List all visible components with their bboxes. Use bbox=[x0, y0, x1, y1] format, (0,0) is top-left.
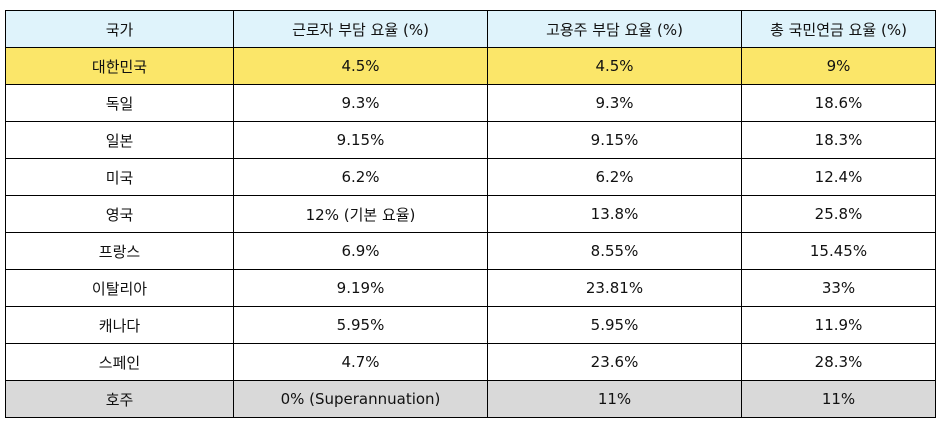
header-row: 국가 근로자 부담 요율 (%) 고용주 부담 요율 (%) 총 국민연금 요율… bbox=[5, 10, 936, 48]
table-row-usa: 미국 6.2% 6.2% 12.4% bbox=[5, 158, 936, 196]
table-row-canada: 캐나다 5.95% 5.95% 11.9% bbox=[5, 306, 936, 344]
cell-employee-rate: 4.7% bbox=[233, 343, 488, 381]
cell-total-rate: 18.6% bbox=[741, 84, 936, 122]
cell-country: 미국 bbox=[5, 158, 234, 196]
cell-employer-rate: 5.95% bbox=[487, 306, 742, 344]
cell-employer-rate: 8.55% bbox=[487, 232, 742, 270]
cell-employer-rate: 13.8% bbox=[487, 195, 742, 233]
cell-employee-rate: 5.95% bbox=[233, 306, 488, 344]
cell-country: 프랑스 bbox=[5, 232, 234, 270]
table-header: 국가 근로자 부담 요율 (%) 고용주 부담 요율 (%) 총 국민연금 요율… bbox=[5, 10, 936, 48]
header-country: 국가 bbox=[5, 10, 234, 48]
cell-total-rate: 12.4% bbox=[741, 158, 936, 196]
cell-total-rate: 11.9% bbox=[741, 306, 936, 344]
cell-total-rate: 25.8% bbox=[741, 195, 936, 233]
cell-total-rate: 11% bbox=[741, 380, 936, 418]
cell-country: 호주 bbox=[5, 380, 234, 418]
cell-employer-rate: 9.15% bbox=[487, 121, 742, 159]
table-row-spain: 스페인 4.7% 23.6% 28.3% bbox=[5, 343, 936, 381]
cell-country: 영국 bbox=[5, 195, 234, 233]
cell-employer-rate: 6.2% bbox=[487, 158, 742, 196]
cell-country: 스페인 bbox=[5, 343, 234, 381]
cell-country: 독일 bbox=[5, 84, 234, 122]
cell-total-rate: 28.3% bbox=[741, 343, 936, 381]
cell-employee-rate: 6.2% bbox=[233, 158, 488, 196]
cell-total-rate: 15.45% bbox=[741, 232, 936, 270]
cell-employee-rate: 9.15% bbox=[233, 121, 488, 159]
cell-employee-rate: 6.9% bbox=[233, 232, 488, 270]
header-employer-rate: 고용주 부담 요율 (%) bbox=[487, 10, 742, 48]
cell-total-rate: 33% bbox=[741, 269, 936, 307]
cell-employer-rate: 23.6% bbox=[487, 343, 742, 381]
cell-employer-rate: 23.81% bbox=[487, 269, 742, 307]
cell-employee-rate: 12% (기본 요율) bbox=[233, 195, 488, 233]
cell-employer-rate: 9.3% bbox=[487, 84, 742, 122]
cell-employee-rate: 9.19% bbox=[233, 269, 488, 307]
table-body: 대한민국 4.5% 4.5% 9% 독일 9.3% 9.3% 18.6% 일본 … bbox=[5, 47, 936, 418]
cell-employee-rate: 0% (Superannuation) bbox=[233, 380, 488, 418]
header-total-rate: 총 국민연금 요율 (%) bbox=[741, 10, 936, 48]
cell-employee-rate: 4.5% bbox=[233, 47, 488, 85]
cell-country: 캐나다 bbox=[5, 306, 234, 344]
cell-country: 일본 bbox=[5, 121, 234, 159]
table-row-france: 프랑스 6.9% 8.55% 15.45% bbox=[5, 232, 936, 270]
cell-country: 이탈리아 bbox=[5, 269, 234, 307]
pension-rate-table: 국가 근로자 부담 요율 (%) 고용주 부담 요율 (%) 총 국민연금 요율… bbox=[5, 10, 936, 418]
table-row-germany: 독일 9.3% 9.3% 18.6% bbox=[5, 84, 936, 122]
cell-total-rate: 18.3% bbox=[741, 121, 936, 159]
cell-country: 대한민국 bbox=[5, 47, 234, 85]
cell-employer-rate: 4.5% bbox=[487, 47, 742, 85]
table-row-korea: 대한민국 4.5% 4.5% 9% bbox=[5, 47, 936, 85]
table-row-australia: 호주 0% (Superannuation) 11% 11% bbox=[5, 380, 936, 418]
table-row-uk: 영국 12% (기본 요율) 13.8% 25.8% bbox=[5, 195, 936, 233]
cell-employee-rate: 9.3% bbox=[233, 84, 488, 122]
header-employee-rate: 근로자 부담 요율 (%) bbox=[233, 10, 488, 48]
cell-employer-rate: 11% bbox=[487, 380, 742, 418]
table-row-italy: 이탈리아 9.19% 23.81% 33% bbox=[5, 269, 936, 307]
cell-total-rate: 9% bbox=[741, 47, 936, 85]
table-row-japan: 일본 9.15% 9.15% 18.3% bbox=[5, 121, 936, 159]
